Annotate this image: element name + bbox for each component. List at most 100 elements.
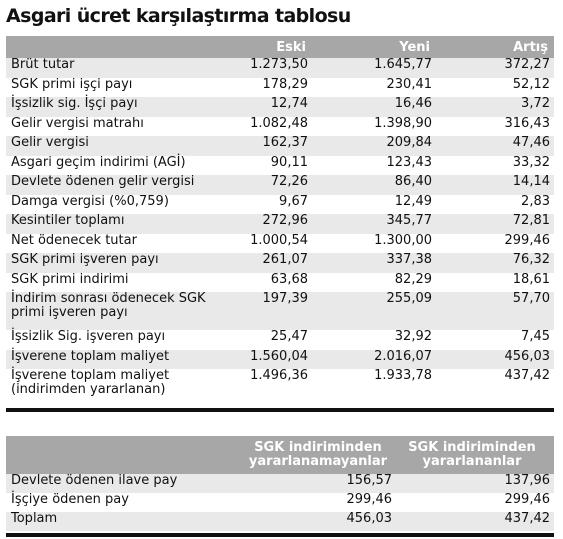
table-header-row: Eski Yeni Artış bbox=[6, 36, 554, 58]
cell-eski: 162,37 bbox=[232, 136, 312, 156]
comparison-table: Eski Yeni Artış Brüt tutar 1.273,50 1.645,… bbox=[6, 36, 554, 407]
column-header-yararlananlar: SGK indiriminden yararlananlar bbox=[396, 436, 554, 474]
cell-eski: 1.273,50 bbox=[232, 58, 312, 78]
table-row: Devlete ödenen ilave pay 156,57 137,96 bbox=[6, 474, 554, 493]
row-label: İşsizlik sig. İşçi payı bbox=[6, 97, 232, 117]
cell-eski: 1.000,54 bbox=[250, 232, 308, 248]
table-row: SGK primi indirimi 63,68 82,29 18,61 bbox=[6, 271, 554, 293]
cell-artis: 76,32 bbox=[436, 253, 554, 273]
row-label: Kesintiler toplamı bbox=[6, 214, 232, 234]
cell-yeni: 82,29 bbox=[394, 271, 432, 287]
table-row: Asgari geçim indirimi (AGİ) 90,11 123,43 33… bbox=[6, 154, 554, 176]
cell-yararlananlar: 299,46 bbox=[504, 492, 551, 507]
cell-yararlananlar: 437,42 bbox=[396, 512, 554, 531]
cell-eski: 1.082,48 bbox=[250, 115, 308, 131]
table-row: Damga vergisi (%0,759) 9,67 12,49 2,83 bbox=[6, 193, 554, 215]
cell-artis: 7,45 bbox=[521, 329, 550, 344]
row-label: Devlete ödenen ilave pay bbox=[6, 474, 246, 493]
cell-yararlanamayanlar: 156,57 bbox=[246, 474, 396, 493]
row-label: İndirim sonrası ödenecek SGK primi işver… bbox=[6, 292, 232, 330]
cell-eski: 178,29 bbox=[262, 76, 309, 92]
cell-eski: 197,39 bbox=[232, 292, 312, 330]
table-bottom-rule bbox=[6, 408, 554, 412]
table-row: Gelir vergisi 162,37 209,84 47,46 bbox=[6, 136, 554, 156]
row-label: İşverene toplam maliyet bbox=[6, 349, 232, 369]
row-label: Asgari geçim indirimi (AGİ) bbox=[11, 154, 186, 170]
cell-yararlanamayanlar: 456,03 bbox=[246, 512, 396, 531]
table-row: Gelir vergisi matrahı 1.082,48 1.398,90 316… bbox=[6, 115, 554, 137]
column-header-artis: Artış bbox=[436, 36, 554, 58]
cell-yeni: 86,40 bbox=[312, 175, 436, 195]
cell-yeni: 1.398,90 bbox=[374, 115, 432, 131]
cell-artis: 72,81 bbox=[436, 214, 554, 234]
cell-yeni: 16,46 bbox=[312, 97, 436, 117]
row-label: Brüt tutar bbox=[6, 58, 232, 78]
table-row: Toplam 456,03 437,42 bbox=[6, 512, 554, 531]
table-row: İşçiye ödenen pay 299,46 299,46 bbox=[6, 493, 554, 512]
cell-artis: 18,61 bbox=[512, 271, 550, 287]
row-label: İşsizlik Sig. işveren payı bbox=[11, 329, 166, 344]
cell-artis: 57,70 bbox=[436, 292, 554, 330]
cell-yeni: 230,41 bbox=[386, 76, 433, 92]
table-row: İşsizlik sig. İşçi payı 12,74 16,46 3,72 bbox=[6, 97, 554, 117]
page-title: Asgari ücret karşılaştırma tablosu bbox=[6, 5, 351, 27]
cell-eski: 25,47 bbox=[270, 329, 308, 344]
row-label: Toplam bbox=[6, 512, 246, 531]
table-row: İşverene toplam maliyet 1.560,04 2.016,07 4… bbox=[6, 349, 554, 369]
cell-eski: 72,26 bbox=[232, 175, 312, 195]
cell-yeni: 12,49 bbox=[394, 193, 432, 209]
table-header-row: SGK indiriminden yararlanamayanlar SGK i… bbox=[6, 436, 554, 474]
table-row: Net ödenecek tutar 1.000,54 1.300,00 299,46 bbox=[6, 232, 554, 254]
column-header-eski: Eski bbox=[232, 36, 312, 58]
table-row: İndirim sonrası ödenecek SGK primi işver… bbox=[6, 292, 554, 330]
row-label: Devlete ödenen gelir vergisi bbox=[6, 175, 232, 195]
cell-artis: 372,27 bbox=[436, 58, 554, 78]
cell-eski: 9,67 bbox=[279, 193, 308, 209]
table-row: Devlete ödenen gelir vergisi 72,26 86,40 14… bbox=[6, 175, 554, 195]
table-row: SGK primi işçi payı 178,29 230,41 52,12 bbox=[6, 76, 554, 98]
cell-eski: 1.496,36 bbox=[250, 368, 308, 383]
cell-eski: 63,68 bbox=[270, 271, 308, 287]
cell-eski: 1.560,04 bbox=[232, 349, 312, 369]
row-label: Gelir vergisi bbox=[6, 136, 232, 156]
cell-yeni: 2.016,07 bbox=[312, 349, 436, 369]
cell-yeni: 337,38 bbox=[312, 253, 436, 273]
cell-eski: 272,96 bbox=[232, 214, 312, 234]
cell-eski: 12,74 bbox=[232, 97, 312, 117]
cell-eski: 90,11 bbox=[270, 154, 308, 170]
table-row: İşsizlik Sig. işveren payı 25,47 32,92 7,45 bbox=[6, 330, 554, 350]
row-label: Net ödenecek tutar bbox=[11, 232, 137, 248]
column-header-yararlanamayanlar: SGK indiriminden yararlanamayanlar bbox=[246, 436, 396, 474]
table-row: SGK primi işveren payı 261,07 337,38 76,32 bbox=[6, 253, 554, 273]
cell-yeni: 32,92 bbox=[394, 329, 432, 344]
column-header-label bbox=[6, 436, 246, 474]
cell-yeni: 1.645,77 bbox=[312, 58, 436, 78]
cell-artis: 47,46 bbox=[436, 136, 554, 156]
sgk-summary-table: SGK indiriminden yararlanamayanlar SGK i… bbox=[6, 436, 554, 531]
row-label: SGK primi işveren payı bbox=[6, 253, 232, 273]
row-label: İşçiye ödenen pay bbox=[11, 492, 129, 507]
cell-artis: 2,83 bbox=[521, 193, 550, 209]
cell-yararlananlar: 137,96 bbox=[396, 474, 554, 493]
cell-yeni: 1.300,00 bbox=[374, 232, 432, 248]
cell-artis: 3,72 bbox=[436, 97, 554, 117]
table-row: Kesintiler toplamı 272,96 345,77 72,81 bbox=[6, 214, 554, 234]
row-label: SGK primi indirimi bbox=[11, 271, 129, 287]
cell-yeni: 345,77 bbox=[312, 214, 436, 234]
cell-yeni: 123,43 bbox=[386, 154, 433, 170]
row-label: İşverene toplam maliyet (indirimden yara… bbox=[11, 368, 170, 397]
column-header-yeni: Yeni bbox=[312, 36, 436, 58]
table-row: İşverene toplam maliyet (indirimden yara… bbox=[6, 369, 554, 407]
row-label: Damga vergisi (%0,759) bbox=[11, 193, 169, 209]
row-label: SGK primi işçi payı bbox=[11, 76, 133, 92]
row-label: Gelir vergisi matrahı bbox=[11, 115, 144, 131]
column-header-label bbox=[6, 36, 232, 58]
cell-artis: 33,32 bbox=[512, 154, 550, 170]
cell-artis: 437,42 bbox=[504, 368, 551, 383]
cell-artis: 14,14 bbox=[436, 175, 554, 195]
cell-artis: 316,43 bbox=[504, 115, 551, 131]
cell-yararlanamayanlar: 299,46 bbox=[346, 492, 393, 507]
cell-artis: 456,03 bbox=[436, 349, 554, 369]
table-row: Brüt tutar 1.273,50 1.645,77 372,27 bbox=[6, 58, 554, 78]
